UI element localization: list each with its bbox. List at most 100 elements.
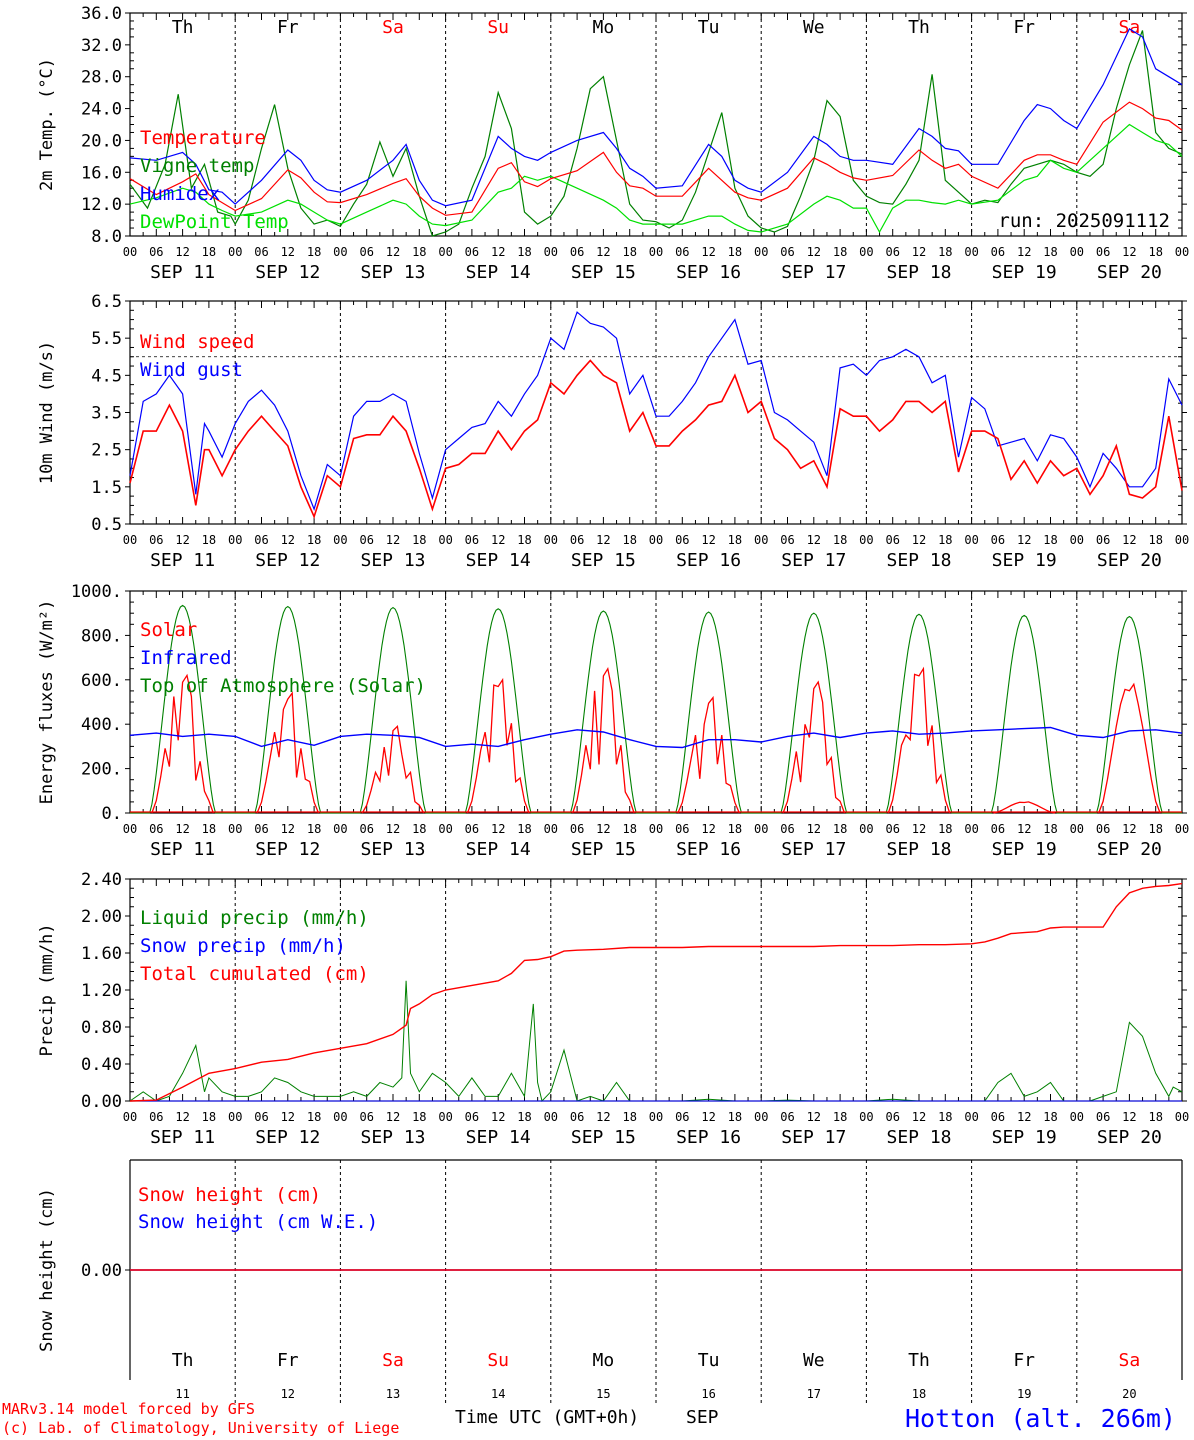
legend-entry: Wind gust (140, 359, 243, 381)
hour-label: 12 (1122, 1110, 1136, 1124)
legend-entry: Snow height (cm) (138, 1184, 321, 1206)
y-tick-label: 0.00 (81, 1092, 122, 1112)
hour-label: 00 (964, 1110, 978, 1124)
hour-label: 12 (596, 533, 610, 547)
hour-label: 06 (675, 533, 689, 547)
hour-label: 12 (912, 245, 926, 259)
date-label: SEP 18 (886, 262, 951, 283)
day-number: 20 (1122, 1387, 1136, 1401)
hour-label: 18 (938, 245, 952, 259)
hour-label: 12 (386, 533, 400, 547)
hour-label: 00 (964, 822, 978, 836)
day-name: We (803, 1350, 825, 1371)
hour-label: 12 (175, 822, 189, 836)
day-name: Mo (593, 17, 615, 38)
hour-label: 18 (517, 1110, 531, 1124)
date-label: SEP 19 (992, 1127, 1057, 1148)
date-label: SEP 17 (781, 550, 846, 571)
hour-label: 18 (412, 533, 426, 547)
legend-entry: Snow precip (mm/h) (140, 935, 346, 957)
day-name: Su (487, 1350, 509, 1371)
legend-entry: Solar (140, 619, 197, 641)
date-label: SEP 15 (571, 1127, 636, 1148)
hour-label: 12 (386, 1110, 400, 1124)
date-label: SEP 12 (255, 1127, 320, 1148)
hour-label: 18 (517, 533, 531, 547)
day-number: 12 (281, 1387, 295, 1401)
date-label: SEP 16 (676, 839, 741, 860)
hour-label: 00 (544, 533, 558, 547)
date-label: SEP 11 (150, 839, 215, 860)
hour-label: 18 (202, 533, 216, 547)
hour-label: 12 (807, 245, 821, 259)
solar-line (361, 725, 425, 814)
y-tick-label: 32.0 (81, 36, 122, 56)
date-label: SEP 15 (571, 839, 636, 860)
hour-label: 06 (570, 822, 584, 836)
y-tick-label: 0.40 (81, 1055, 122, 1075)
x-axis-month: SEP (686, 1407, 719, 1428)
hour-label: 18 (1148, 533, 1162, 547)
hour-label: 06 (780, 245, 794, 259)
series-line (129, 311, 1183, 511)
hour-label: 00 (754, 533, 768, 547)
y-tick-label: 12.0 (81, 195, 122, 215)
hour-label: 18 (307, 1110, 321, 1124)
hour-label: 00 (754, 245, 768, 259)
hour-label: 06 (1096, 533, 1110, 547)
hour-label: 00 (649, 533, 663, 547)
hour-label: 06 (359, 245, 373, 259)
solar-line (887, 666, 951, 814)
hour-label: 00 (964, 245, 978, 259)
hour-label: 00 (333, 245, 347, 259)
toa-arc (340, 606, 446, 814)
date-label: SEP 20 (1097, 1127, 1162, 1148)
hour-label: 00 (1175, 822, 1189, 836)
date-label: SEP 15 (571, 262, 636, 283)
hour-label: 00 (544, 822, 558, 836)
legend-entry: Liquid precip (mm/h) (140, 907, 369, 929)
y-tick-label: 8.0 (91, 227, 122, 247)
hour-label: 06 (570, 533, 584, 547)
legend-entry: Top of Atmosphere (Solar) (140, 675, 426, 697)
hour-label: 00 (1070, 533, 1084, 547)
hour-label: 00 (859, 1110, 873, 1124)
hour-label: 18 (1043, 822, 1057, 836)
y-tick-label: 0.00 (81, 1261, 122, 1281)
solar-line (466, 677, 530, 814)
day-number: 11 (175, 1387, 189, 1401)
hour-label: 18 (517, 245, 531, 259)
legend-entry: DewPoint Temp (140, 211, 289, 233)
model-credit: MARv3.14 model forced by GFS (2, 1400, 255, 1418)
series-line (129, 123, 1183, 234)
hour-label: 18 (938, 822, 952, 836)
series-line (129, 726, 1183, 749)
panel-temperature: 8.0 12.0 16.0 20.0 24.0 28.0 32.0 36.0 2m Temp. … (37, 4, 1189, 283)
hour-label: 06 (885, 245, 899, 259)
series-line (129, 28, 1183, 207)
date-label: SEP 11 (150, 262, 215, 283)
hour-label: 00 (438, 1110, 452, 1124)
panel-precip: 0.00 0.40 0.80 1.20 1.60 2.00 2.40 Precip (mm/h… (37, 870, 1189, 1148)
series-line (129, 359, 1183, 519)
hour-label: 00 (228, 533, 242, 547)
hour-label: 12 (1122, 822, 1136, 836)
date-label: SEP 20 (1097, 550, 1162, 571)
hour-label: 00 (228, 1110, 242, 1124)
y-tick-label: 1.5 (91, 478, 122, 498)
y-tick-label: 0.80 (81, 1018, 122, 1038)
hour-label: 18 (728, 533, 742, 547)
hour-label: 12 (701, 822, 715, 836)
hour-label: 12 (491, 822, 505, 836)
hour-label: 06 (359, 533, 373, 547)
date-label: SEP 13 (360, 262, 425, 283)
day-name: Th (172, 1350, 194, 1371)
hour-label: 06 (254, 822, 268, 836)
hour-label: 06 (885, 1110, 899, 1124)
hour-label: 00 (544, 245, 558, 259)
y-tick-label: 16.0 (81, 163, 122, 183)
hour-label: 12 (807, 822, 821, 836)
date-label: SEP 15 (571, 550, 636, 571)
series-line (129, 980, 1183, 1103)
